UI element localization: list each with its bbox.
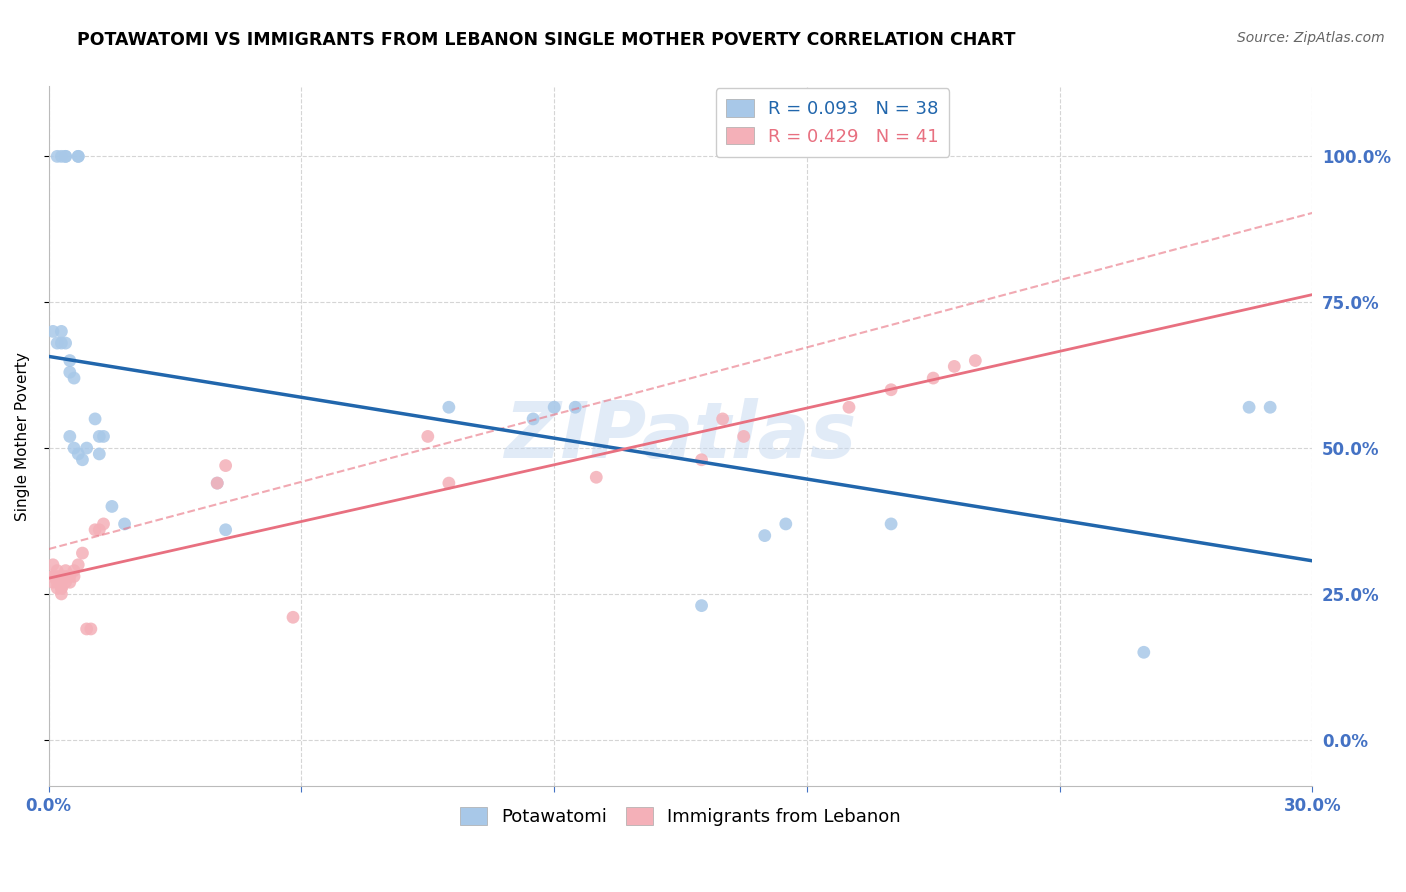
Point (89, 523, 111, 537)
Point (437, 476, 460, 491)
Point (63, 564, 86, 578)
Point (46, 569, 69, 583)
Point (46, 336, 69, 351)
Text: Source: ZipAtlas.com: Source: ZipAtlas.com (1237, 31, 1385, 45)
Point (63, 569, 86, 583)
Point (585, 470, 607, 484)
Point (59, 365, 82, 379)
Text: ZIPatlas: ZIPatlas (505, 399, 856, 475)
Point (46, 564, 69, 578)
Point (205, 476, 228, 491)
Point (1237, 401, 1260, 415)
Point (67, 149, 90, 163)
Point (690, 452, 713, 467)
Legend: Potawatomi, Immigrants from Lebanon: Potawatomi, Immigrants from Lebanon (453, 800, 908, 833)
Point (42, 558, 65, 572)
Point (775, 516, 797, 531)
Point (67, 558, 90, 572)
Point (51, 581, 73, 595)
Point (46, 575, 69, 590)
Point (46, 581, 69, 595)
Point (51, 325, 73, 339)
Point (55, 336, 77, 351)
Point (55, 575, 77, 590)
Point (76, 622, 98, 636)
Point (214, 458, 236, 473)
Point (51, 587, 73, 601)
Point (51, 336, 73, 351)
Point (89, 429, 111, 443)
Point (564, 401, 586, 415)
Point (55, 149, 77, 163)
Point (1133, 645, 1156, 659)
Point (51, 581, 73, 595)
Y-axis label: Single Mother Poverty: Single Mother Poverty (15, 352, 30, 521)
Point (416, 429, 439, 443)
Point (76, 441, 98, 455)
Point (711, 412, 734, 426)
Point (51, 569, 73, 583)
Point (205, 476, 228, 491)
Point (101, 500, 124, 514)
Point (754, 528, 776, 542)
Point (84, 523, 107, 537)
Point (51, 575, 73, 590)
Point (42, 569, 65, 583)
Text: POTAWATOMI VS IMMIGRANTS FROM LEBANON SINGLE MOTHER POVERTY CORRELATION CHART: POTAWATOMI VS IMMIGRANTS FROM LEBANON SI… (77, 31, 1015, 49)
Point (690, 599, 713, 613)
Point (42, 575, 65, 590)
Point (67, 149, 90, 163)
Point (214, 523, 236, 537)
Point (838, 401, 860, 415)
Point (93, 516, 115, 531)
Point (80, 622, 103, 636)
Point (55, 149, 77, 163)
Point (733, 429, 755, 443)
Point (63, 441, 86, 455)
Point (55, 564, 77, 578)
Point (93, 429, 115, 443)
Point (55, 569, 77, 583)
Point (965, 353, 987, 368)
Point (89, 447, 111, 461)
Point (63, 371, 86, 385)
Point (943, 359, 966, 374)
Point (51, 149, 73, 163)
Point (437, 401, 460, 415)
Point (42, 569, 65, 583)
Point (84, 412, 107, 426)
Point (46, 149, 69, 163)
Point (543, 401, 565, 415)
Point (59, 353, 82, 368)
Point (522, 412, 544, 426)
Point (922, 371, 945, 385)
Point (72, 452, 94, 467)
Point (59, 569, 82, 583)
Point (72, 546, 94, 560)
Point (42, 325, 65, 339)
Point (59, 575, 82, 590)
Point (281, 610, 304, 624)
Point (59, 429, 82, 443)
Point (114, 516, 136, 531)
Point (67, 447, 90, 461)
Point (880, 516, 903, 531)
Point (880, 383, 903, 397)
Point (1258, 401, 1281, 415)
